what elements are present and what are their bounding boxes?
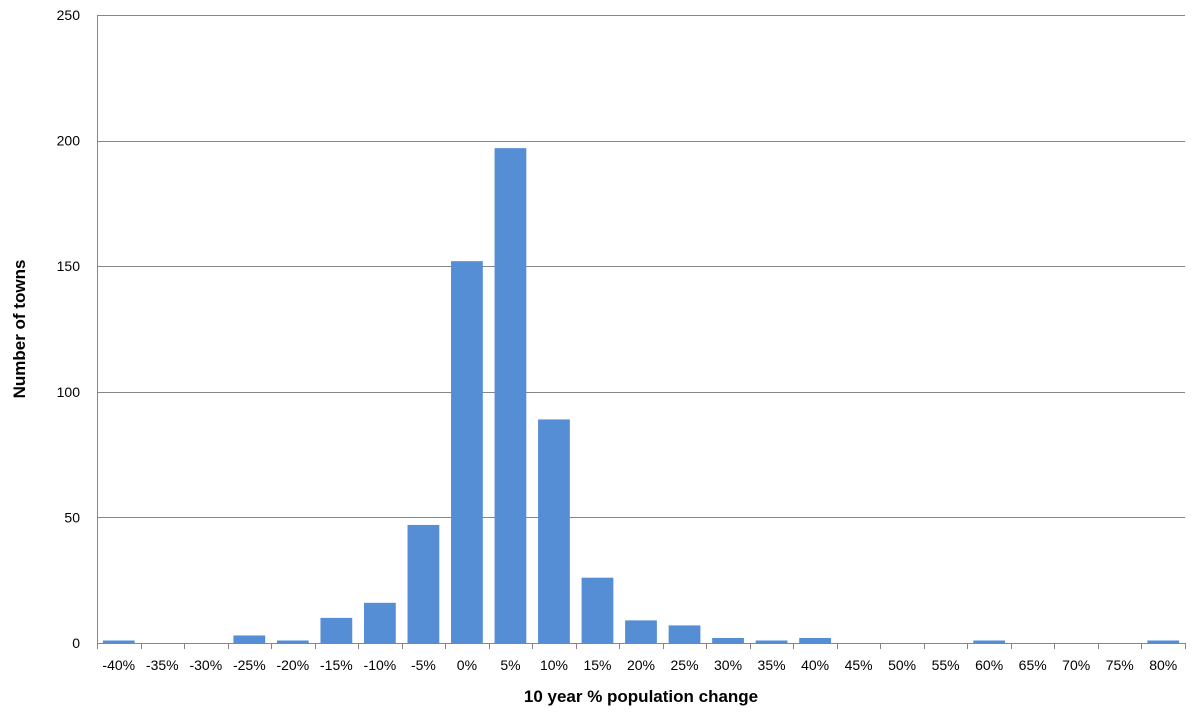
y-axis-title: Number of towns xyxy=(10,260,29,399)
x-tick-label: 35% xyxy=(758,657,786,673)
bar xyxy=(276,640,309,643)
x-axis-title: 10 year % population change xyxy=(524,687,758,706)
bar xyxy=(538,419,570,643)
bar xyxy=(1147,640,1180,643)
x-tick-label: 65% xyxy=(1019,657,1047,673)
bar xyxy=(494,148,527,644)
bar xyxy=(668,625,701,643)
bars xyxy=(102,148,1180,644)
x-tick-label: 55% xyxy=(932,657,960,673)
x-tick-label: -5% xyxy=(411,657,436,673)
x-tick-labels: -40% -35% -30% -25% -20% -15% -10% -5% 0% 5% 10% 15… xyxy=(102,657,1177,673)
y-tick-label: 50 xyxy=(64,509,80,525)
bar xyxy=(233,635,266,643)
y-tick-label: 250 xyxy=(57,7,81,23)
x-tick-label: -35% xyxy=(146,657,179,673)
y-tick-labels: 0 50 100 150 200 250 xyxy=(57,7,81,651)
x-tick-label: -10% xyxy=(364,657,397,673)
bar xyxy=(755,640,788,643)
bar xyxy=(625,620,657,643)
x-axis-ticks xyxy=(97,643,1186,649)
x-tick-label: 10% xyxy=(540,657,568,673)
bar xyxy=(363,602,396,643)
x-tick-label: 80% xyxy=(1149,657,1177,673)
x-tick-label: 15% xyxy=(583,657,611,673)
x-tick-label: 75% xyxy=(1106,657,1134,673)
x-tick-label: 70% xyxy=(1062,657,1090,673)
bar xyxy=(407,524,440,643)
x-tick-label: -30% xyxy=(189,657,222,673)
bar xyxy=(102,640,135,643)
x-tick-label: 30% xyxy=(714,657,742,673)
y-tick-label: 150 xyxy=(57,258,81,274)
x-tick-label: -15% xyxy=(320,657,353,673)
x-tick-label: 25% xyxy=(671,657,699,673)
bar xyxy=(581,577,614,643)
x-tick-label: -20% xyxy=(276,657,309,673)
x-tick-label: 5% xyxy=(500,657,520,673)
y-tick-label: 100 xyxy=(57,384,81,400)
x-tick-label: 20% xyxy=(627,657,655,673)
x-tick-label: -40% xyxy=(102,657,135,673)
x-tick-label: 60% xyxy=(975,657,1003,673)
bar xyxy=(799,637,831,643)
x-tick-label: 0% xyxy=(457,657,477,673)
y-tick-label: 0 xyxy=(72,635,80,651)
y-tick-label: 200 xyxy=(57,133,81,149)
bar xyxy=(973,640,1006,643)
x-tick-label: 50% xyxy=(888,657,916,673)
bar xyxy=(712,637,744,643)
gridlines xyxy=(97,15,1185,518)
x-tick-label: 40% xyxy=(801,657,829,673)
bar xyxy=(320,617,353,643)
x-tick-label: 45% xyxy=(845,657,873,673)
bar xyxy=(451,261,483,643)
x-tick-label: -25% xyxy=(233,657,266,673)
